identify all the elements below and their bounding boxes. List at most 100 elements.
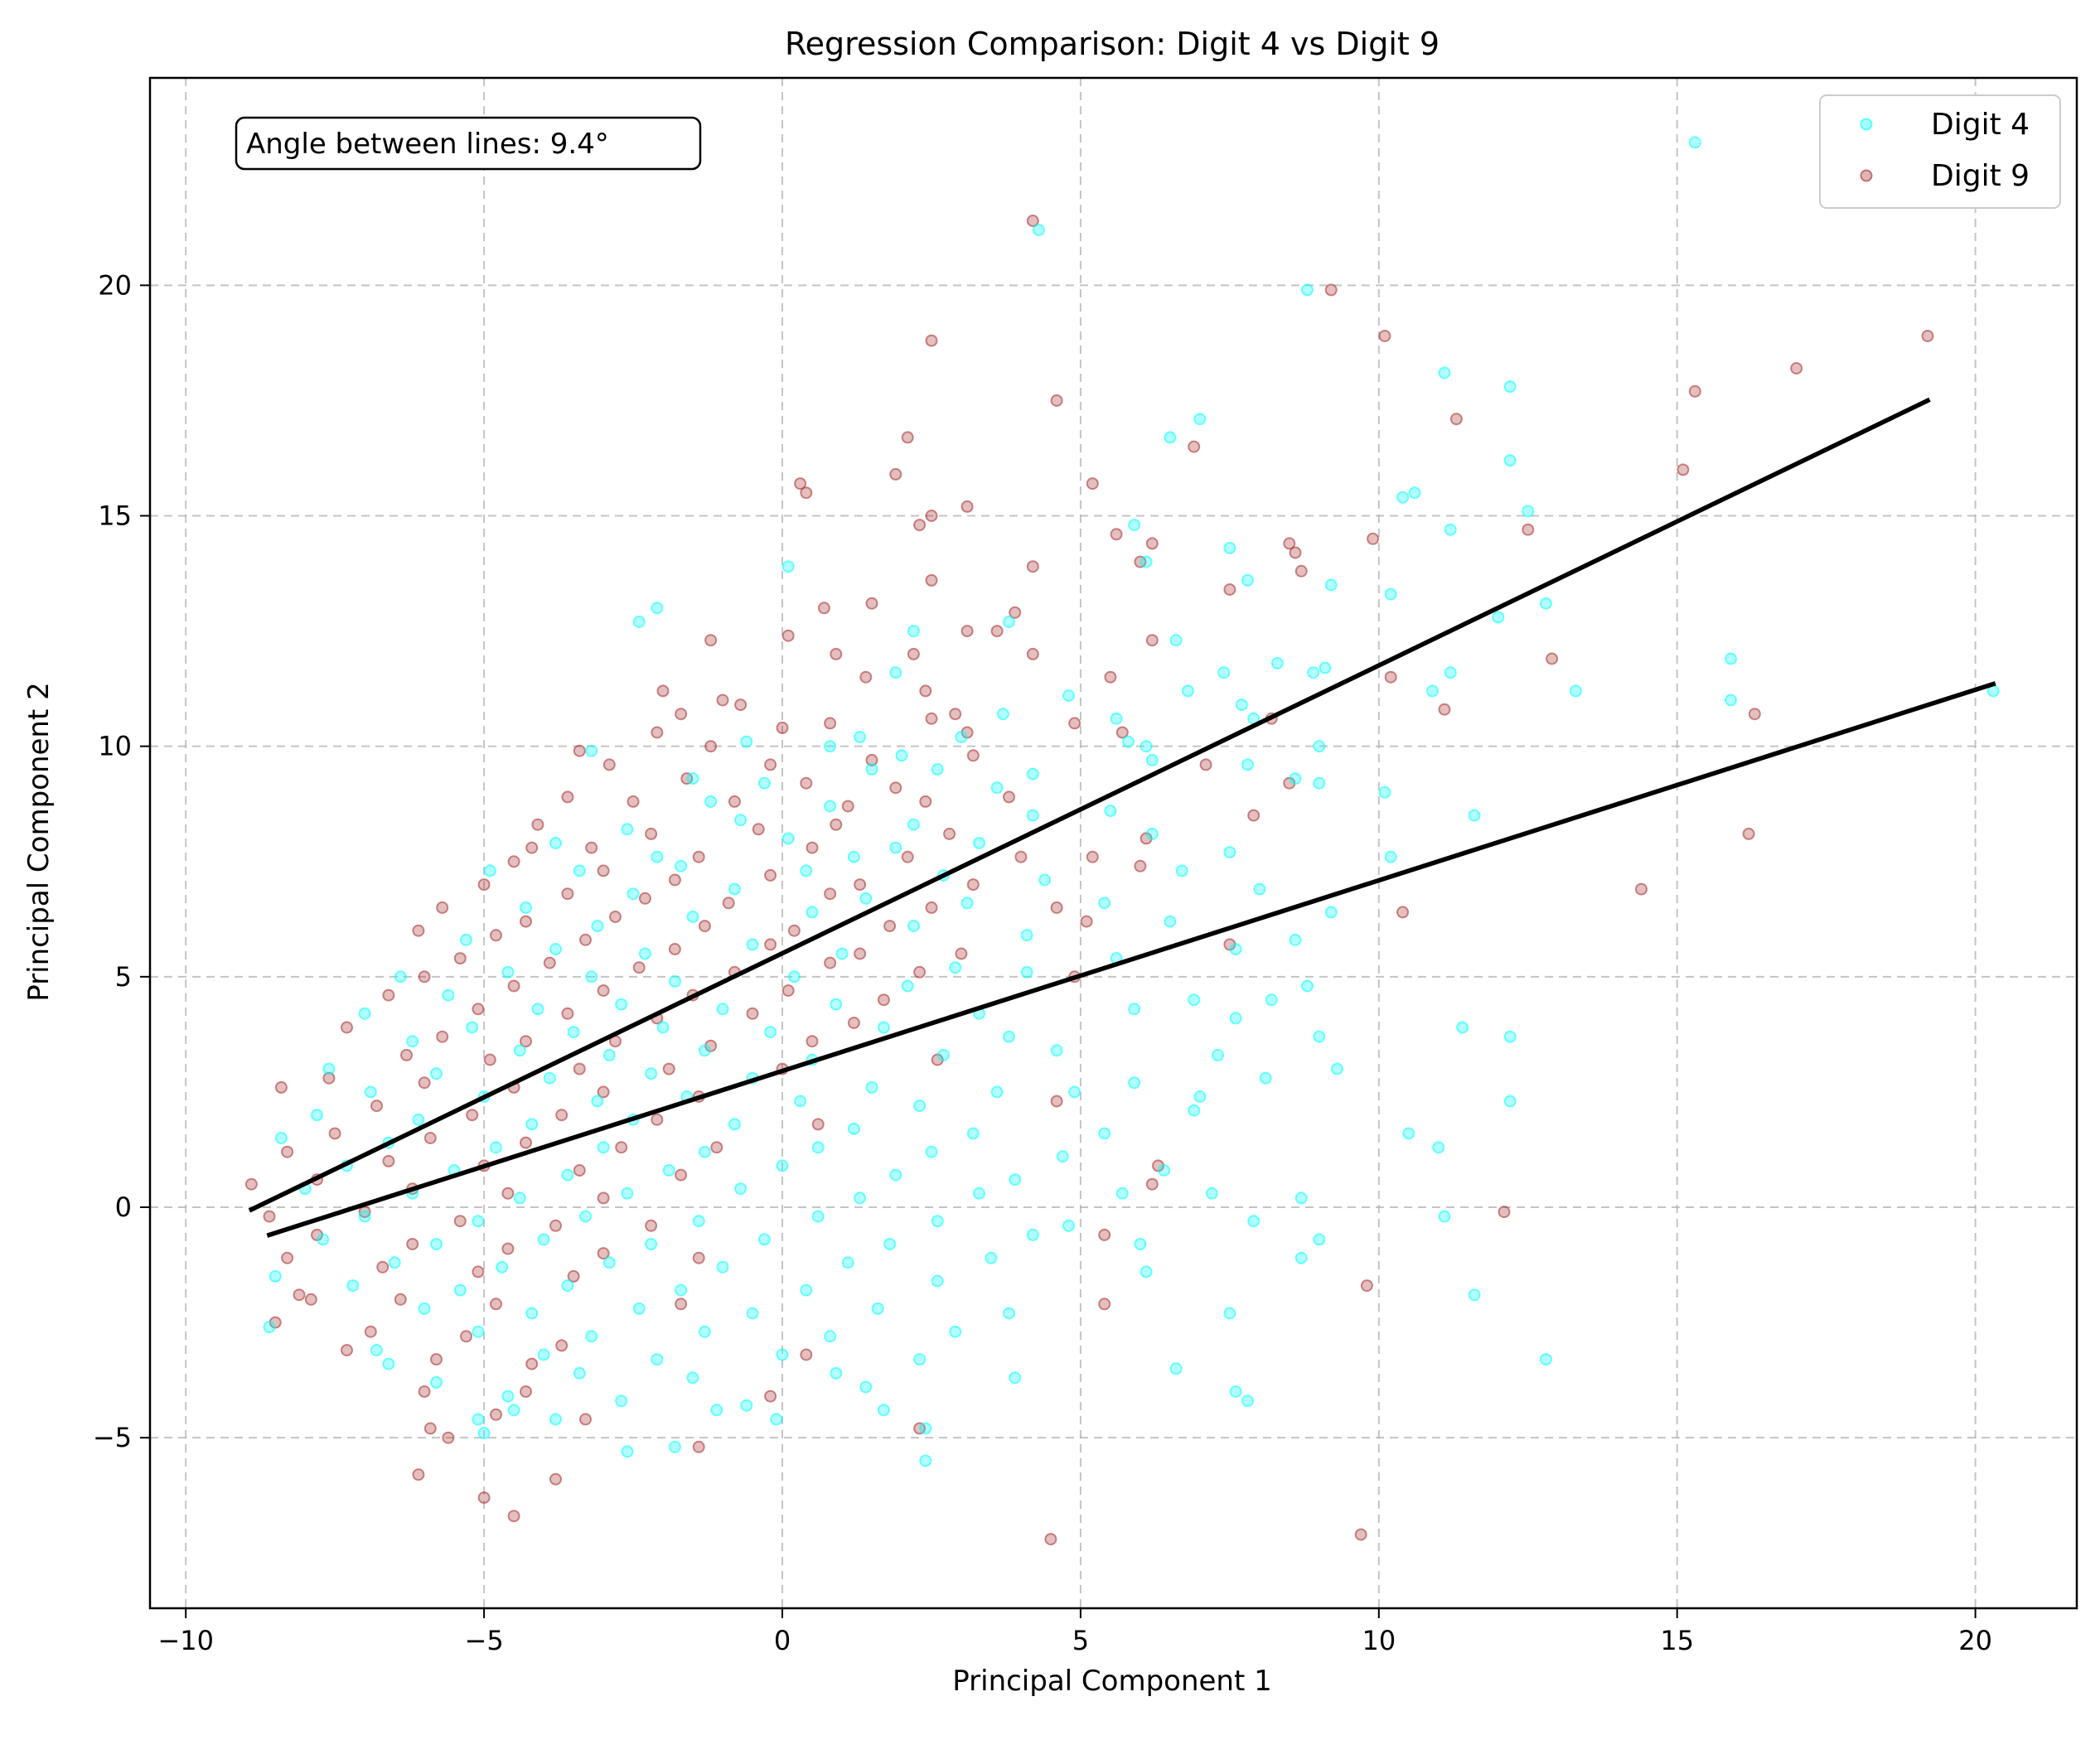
point-digit-4: [1725, 652, 1737, 665]
point-digit-4: [1492, 611, 1505, 624]
point-digit-4: [591, 920, 604, 933]
point-digit-4: [1330, 1062, 1343, 1075]
point-digit-4: [364, 1085, 377, 1099]
point-digit-9: [460, 1330, 472, 1343]
y-tick-label: 20: [98, 269, 132, 301]
legend-frame: [1819, 94, 2061, 209]
point-digit-4: [477, 1427, 491, 1440]
point-digit-9: [561, 887, 574, 901]
point-digit-4: [645, 1238, 658, 1250]
point-digit-9: [1134, 859, 1147, 872]
point-digit-9: [1050, 394, 1063, 407]
point-digit-4: [561, 1279, 574, 1293]
point-digit-9: [1104, 670, 1117, 684]
point-digit-9: [1026, 560, 1039, 573]
point-digit-9: [1354, 1528, 1367, 1541]
point-digit-4: [913, 1100, 927, 1113]
point-digit-4: [1205, 1187, 1218, 1200]
point-digit-4: [1324, 906, 1338, 919]
point-digit-9: [453, 1215, 467, 1228]
point-digit-9: [776, 721, 789, 734]
point-digit-4: [990, 781, 1004, 795]
point-digit-4: [466, 1021, 479, 1034]
point-digit-9: [382, 988, 395, 1002]
point-digit-9: [281, 1251, 294, 1264]
point-digit-4: [1038, 873, 1052, 887]
point-digit-9: [865, 597, 878, 610]
point-digit-9: [1790, 362, 1803, 375]
x-tick-label: −10: [157, 1625, 214, 1656]
point-digit-9: [400, 1048, 413, 1061]
point-digit-9: [561, 790, 574, 804]
point-digit-4: [615, 998, 628, 1011]
point-digit-9: [418, 970, 431, 984]
point-digit-9: [244, 1177, 258, 1191]
point-digit-4: [388, 1256, 401, 1269]
point-digit-9: [412, 1468, 425, 1481]
point-digit-4: [317, 1233, 330, 1246]
point-digit-4: [1444, 523, 1457, 536]
point-digit-9: [913, 519, 927, 532]
point-digit-4: [1223, 1307, 1236, 1320]
point-digit-4: [1098, 1127, 1111, 1140]
point-digit-4: [800, 864, 813, 877]
point-digit-4: [1020, 929, 1033, 942]
point-digit-9: [341, 1021, 353, 1034]
point-digit-4: [889, 666, 902, 679]
point-digit-4: [811, 1210, 825, 1223]
point-digit-4: [358, 1210, 371, 1223]
point-digit-4: [1408, 486, 1421, 500]
point-digit-4: [865, 763, 878, 776]
point-digit-4: [728, 882, 741, 896]
point-digit-9: [501, 1187, 515, 1200]
x-tick-label: 20: [1958, 1625, 1992, 1656]
point-digit-4: [269, 1269, 282, 1283]
point-digit-4: [1438, 366, 1451, 379]
point-digit-9: [1396, 906, 1410, 919]
point-digit-9: [901, 431, 914, 444]
point-digit-4: [1456, 1021, 1469, 1034]
point-digit-4: [274, 1132, 288, 1144]
point-digit-9: [704, 634, 718, 647]
point-digit-4: [1294, 1191, 1308, 1205]
point-digit-9: [1384, 670, 1397, 684]
point-digit-9: [281, 1145, 294, 1158]
point-digit-4: [549, 837, 562, 849]
point-digit-4: [1539, 597, 1552, 610]
point-digit-4: [418, 1302, 431, 1315]
point-digit-9: [1742, 827, 1755, 840]
point-digit-4: [651, 602, 664, 615]
point-digit-9: [889, 467, 902, 481]
point-digit-4: [662, 1164, 675, 1177]
point-digit-9: [520, 915, 532, 928]
point-digit-9: [811, 1118, 825, 1131]
point-digit-4: [996, 708, 1009, 721]
point-digit-4: [1128, 1076, 1141, 1090]
x-tick-label: 15: [1660, 1625, 1694, 1656]
point-digit-4: [668, 1440, 681, 1453]
point-digit-4: [936, 1048, 950, 1061]
x-axis-label: Principal Component 1: [952, 1665, 1272, 1698]
point-digit-9: [746, 1007, 759, 1020]
point-digit-9: [675, 1298, 688, 1311]
point-digit-4: [1300, 979, 1314, 993]
point-digit-4: [1217, 666, 1231, 679]
point-digit-4: [549, 1413, 562, 1426]
point-digit-4: [889, 1168, 902, 1182]
point-digit-4: [591, 1095, 604, 1108]
point-digit-4: [1062, 1219, 1075, 1232]
point-digit-4: [931, 763, 944, 776]
point-digit-9: [764, 938, 777, 951]
point-digit-4: [859, 892, 873, 905]
point-digit-4: [787, 970, 801, 984]
point-digit-9: [376, 1260, 390, 1274]
annotation-box: Angle between lines: 9.4°: [235, 116, 702, 171]
point-digit-9: [597, 864, 610, 877]
point-digit-4: [746, 1307, 759, 1320]
point-digit-4: [1188, 1104, 1201, 1117]
point-digit-9: [1546, 652, 1559, 665]
point-digit-9: [466, 1109, 479, 1122]
point-digit-9: [304, 1293, 317, 1306]
point-digit-4: [382, 1357, 395, 1370]
point-digit-4: [430, 1067, 443, 1080]
